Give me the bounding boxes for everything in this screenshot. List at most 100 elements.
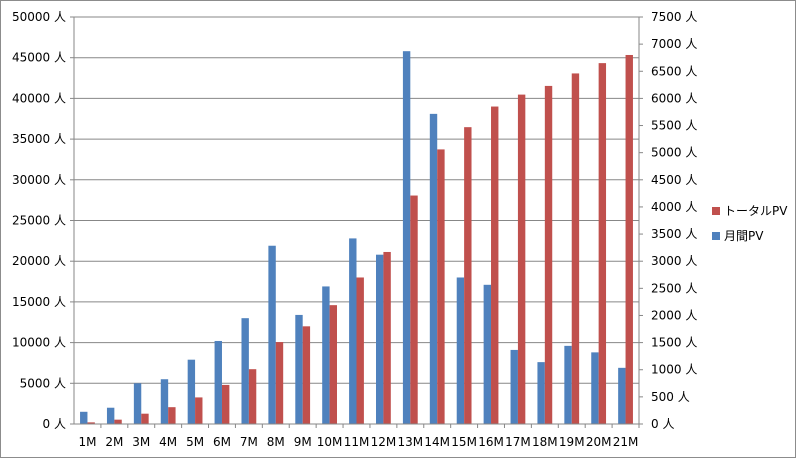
left-tick-label: 15000 人 [12,295,66,309]
bar-total-pv [221,384,230,424]
bar-monthly-pv [429,113,438,424]
x-tick-label: 6M [213,435,231,449]
left-tick-label: 50000 人 [12,10,66,24]
bar-monthly-pv [618,367,626,424]
x-tick-label: 5M [186,435,204,449]
right-tick-label: 1500 人 [651,336,697,350]
bar-monthly-pv [483,284,492,424]
bar-total-pv [383,251,391,424]
x-tick-label: 21M [613,435,639,449]
bar-monthly-pv [322,286,330,424]
bar-total-pv [195,397,203,424]
x-tick-label: 2M [105,435,123,449]
right-tick-label: 2500 人 [651,281,697,295]
legend-swatch [712,232,720,240]
x-tick-label: 13M [397,435,423,449]
right-tick-label: 500 人 [651,390,690,404]
right-tick-label: 6000 人 [651,91,697,105]
bar-total-pv [141,413,149,424]
bar-monthly-pv [402,51,411,425]
x-tick-label: 15M [451,435,477,449]
x-tick-label: 10M [317,435,343,449]
bar-total-pv [248,369,257,424]
bar-total-pv [302,326,311,424]
x-tick-label: 12M [371,435,397,449]
left-tick-label: 5000 人 [20,376,66,390]
gridlines [74,16,639,384]
x-tick-label: 16M [478,435,504,449]
x-tick-label: 9M [294,435,312,449]
right-axis-ticks: 0 人 500 人 1000 人 1500 人 2000 人 2500 人 3000 人 35… [651,10,697,431]
bar-total-pv [598,63,607,424]
left-tick-label: 45000 人 [12,51,66,65]
legend: トータルPV 月間PV [712,204,788,243]
bar-total-pv [571,73,580,425]
x-tick-label: 18M [532,435,558,449]
bar-monthly-pv [80,411,88,424]
bar-monthly-pv [133,383,142,424]
bar-monthly-pv [591,352,599,424]
right-tick-label: 5000 人 [651,146,697,160]
x-tick-label: 7M [240,435,258,449]
x-tick-label: 20M [586,435,612,449]
left-tick-label: 35000 人 [12,132,66,146]
bar-total-pv [544,85,553,424]
bar-monthly-pv [456,277,465,424]
bar-monthly-pv [564,345,572,424]
bar-total-pv [625,54,633,425]
bar-monthly-pv [187,359,196,424]
x-tick-label: 11M [344,435,370,449]
bar-total-pv [410,195,418,424]
right-tick-label: 6500 人 [651,64,697,78]
left-tick-label: 0 人 [43,417,66,431]
right-tick-label: 7000 人 [651,37,697,51]
bar-monthly-pv [160,379,169,424]
bars [80,51,633,425]
left-tick-label: 40000 人 [12,91,66,105]
x-tick-label: 4M [159,435,177,449]
bar-total-pv [329,305,337,424]
bar-total-pv [275,342,284,424]
left-tick-label: 25000 人 [12,214,66,228]
x-tick-label: 3M [132,435,150,449]
right-tick-label: 2000 人 [651,308,697,322]
bar-monthly-pv [241,318,249,424]
bar-monthly-pv [295,314,303,424]
bar-total-pv [437,149,445,425]
axes [70,16,643,428]
bar-total-pv [114,419,122,424]
legend-label: トータルPV [724,204,788,218]
left-tick-label: 20000 人 [12,254,66,268]
bar-monthly-pv [106,407,115,424]
bar-total-pv [517,94,526,425]
bar-monthly-pv [268,245,276,424]
bar-total-pv [356,277,364,424]
right-tick-label: 3500 人 [651,227,697,241]
legend-label: 月間PV [724,229,764,243]
x-tick-label: 8M [267,435,285,449]
bar-monthly-pv [349,238,357,424]
bar-total-pv [464,127,472,425]
x-tick-label: 17M [505,435,531,449]
legend-swatch [712,207,720,215]
x-tick-label: 19M [559,435,585,449]
right-tick-label: 7500 人 [651,10,697,24]
bar-total-pv [87,422,95,424]
bar-monthly-pv [214,340,222,424]
right-tick-label: 3000 人 [651,254,697,268]
bar-monthly-pv [376,254,384,424]
right-tick-label: 0 人 [651,417,674,431]
x-tick-label: 1M [78,435,96,449]
bar-monthly-pv [510,349,518,424]
x-axis-ticks: 1M 2M 3M 4M 5M 6M 7M 8M 9M 10M 11M 12M 13M 14M 15M 16M 1… [78,435,638,449]
left-axis-ticks: 0 人 5000 人 10000 人 15000 人 20000 人 25000 人 300… [12,10,66,431]
left-tick-label: 30000 人 [12,173,66,187]
x-tick-label: 14M [424,435,450,449]
bar-total-pv [168,407,176,424]
left-tick-label: 10000 人 [12,336,66,350]
right-tick-label: 4000 人 [651,200,697,214]
bar-total-pv [491,106,499,424]
bar-monthly-pv [537,362,545,424]
